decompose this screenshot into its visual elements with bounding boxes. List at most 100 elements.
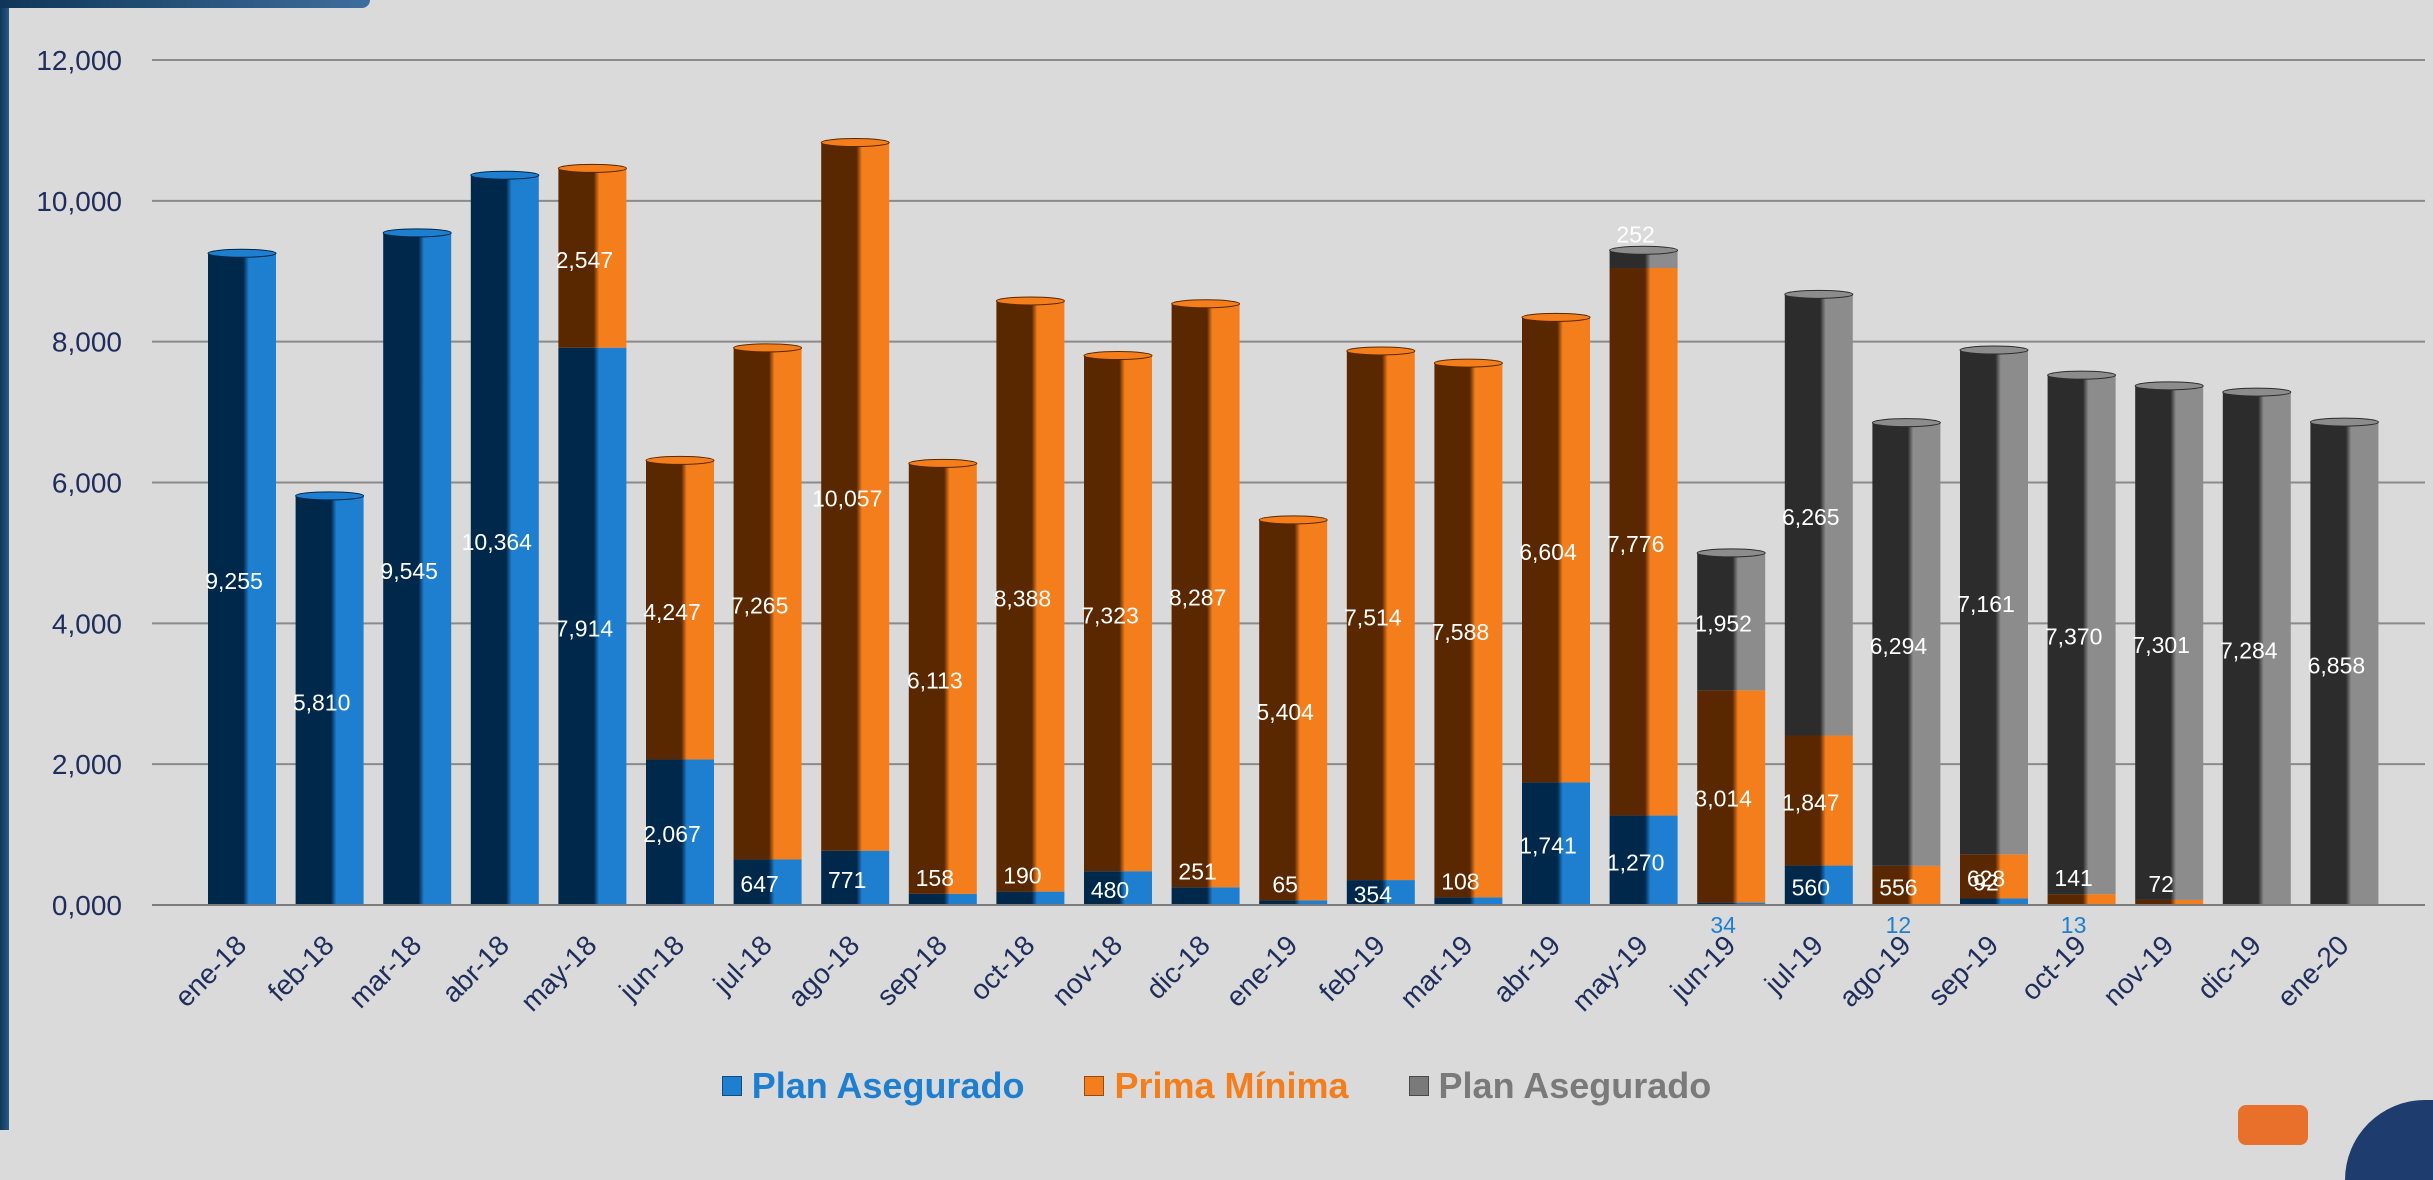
x-tick-label: nov-19 [2097, 929, 2179, 1011]
bar-segment [2047, 375, 2116, 895]
bar-segment [1084, 871, 1152, 905]
data-label: 7,161 [1957, 591, 2015, 617]
legend-label-prima-minima: Prima Mínima [1114, 1065, 1349, 1106]
bar-cap [1784, 289, 1854, 299]
legend-item-plan-asegurado-gray[interactable]: Plan Asegurado [1408, 1065, 1711, 1107]
bar-segment [1784, 735, 1853, 866]
bar-segment [1346, 880, 1415, 905]
x-tick-label: mar-19 [1394, 929, 1479, 1014]
data-label: 92 [1973, 870, 1999, 896]
legend-item-prima-minima[interactable]: Prima Mínima [1084, 1065, 1349, 1107]
data-label: 4,247 [643, 599, 701, 625]
x-tick-label: ene-20 [2271, 929, 2355, 1013]
bar-segment [1960, 898, 2028, 905]
data-label: 158 [916, 865, 954, 891]
bar-segment [733, 347, 802, 860]
data-label: 1,952 [1694, 611, 1752, 637]
bar-segment [908, 893, 977, 905]
legend-item-plan-asegurado-blue[interactable]: Plan Asegurado [721, 1065, 1025, 1107]
stacked-bar-chart: 0,000 2,000 4,000 6,000 8,000 10,000 12,000 9,2… [36, 45, 2425, 1017]
x-tick-label: dic-18 [1140, 929, 1216, 1005]
bar-segment [821, 142, 890, 851]
bar-segment [558, 168, 627, 348]
bar-segment [1259, 519, 1328, 901]
slide-frame-left [0, 0, 9, 1130]
bar-cap [1433, 358, 1503, 368]
bar-cap [2222, 387, 2292, 397]
bar-cap [2047, 370, 2117, 380]
legend-label-plan-asegurado-blue: Plan Asegurado [751, 1065, 1025, 1106]
x-tick-label: jun-19 [1664, 929, 1742, 1007]
bar-segment [2222, 392, 2291, 906]
data-label: 7,776 [1607, 531, 1665, 557]
bar-cap [1521, 312, 1591, 322]
data-label: 6,113 [907, 668, 963, 694]
y-tick-label: 0,000 [52, 890, 122, 921]
bar-cap [2309, 417, 2379, 427]
data-label: 7,588 [1432, 619, 1490, 645]
bar-cap [820, 138, 890, 148]
bar-segment [383, 232, 452, 905]
bar-cap [2134, 381, 2204, 391]
legend-swatch-orange [1084, 1076, 1105, 1096]
bar-cap [908, 458, 978, 468]
data-label: 7,514 [1344, 605, 1402, 631]
bar-segment [1960, 350, 2028, 855]
x-tick-label: sep-18 [871, 929, 953, 1011]
data-label: 10,364 [462, 529, 533, 555]
y-tick-label: 10,000 [36, 186, 122, 217]
bar-cap [733, 343, 803, 353]
y-tick-label: 2,000 [52, 749, 122, 780]
data-label: 6,604 [1519, 539, 1577, 565]
x-tick-label: abr-19 [1487, 929, 1566, 1008]
data-label: 72 [2148, 871, 2174, 897]
x-tick-label: oct-18 [964, 929, 1041, 1006]
bar-segment [1522, 782, 1590, 905]
bar-segment [208, 253, 276, 905]
bar-cap [1959, 345, 2029, 355]
data-label: 628 [1967, 865, 2005, 891]
data-label: 252 [1616, 221, 1654, 247]
bar-segment [996, 891, 1065, 905]
bar-segment [1697, 552, 1766, 691]
bar-segment [2047, 894, 2116, 905]
data-label: 647 [740, 871, 778, 897]
bar-cap [295, 491, 365, 501]
bar-cap [382, 228, 452, 238]
bar-segment [2310, 422, 2379, 905]
y-tick-label: 12,000 [36, 45, 122, 76]
bar-segment [1960, 854, 2028, 899]
x-tick-label: jun-18 [613, 929, 691, 1007]
bar-segment [1084, 355, 1152, 872]
x-tick-label: ene-19 [1220, 929, 1304, 1013]
bar-segment [1171, 887, 1240, 905]
data-label: 7,370 [2045, 624, 2103, 650]
bar-segment [646, 460, 714, 760]
data-label: 480 [1091, 877, 1129, 903]
bar-segment [1784, 294, 1853, 736]
bar-cap [470, 170, 540, 180]
bar-segment [1872, 865, 1941, 905]
x-tick-label: sep-19 [1922, 929, 2004, 1011]
data-label: 251 [1178, 858, 1216, 884]
bar-segment [1609, 250, 1678, 269]
data-label: 7,265 [731, 593, 789, 619]
bar-segment [1259, 900, 1328, 905]
x-tick-label: jul-19 [1758, 929, 1829, 1000]
x-tick-label: may-18 [515, 929, 603, 1017]
bar-segment [1697, 690, 1766, 903]
bar-segment [996, 300, 1065, 892]
y-tick-label: 4,000 [52, 608, 122, 639]
bar-segment [1346, 350, 1415, 881]
bar-segment [295, 495, 364, 905]
bar-cap [1696, 548, 1766, 558]
data-label: 771 [828, 867, 866, 893]
data-label: 2,547 [556, 247, 614, 273]
data-label: 7,914 [556, 615, 614, 641]
bar-segment [1872, 422, 1941, 866]
data-label: 8,388 [994, 585, 1052, 611]
x-tick-label: mar-18 [343, 929, 428, 1014]
bar-segment [1434, 363, 1503, 898]
data-label: 556 [1879, 874, 1917, 900]
